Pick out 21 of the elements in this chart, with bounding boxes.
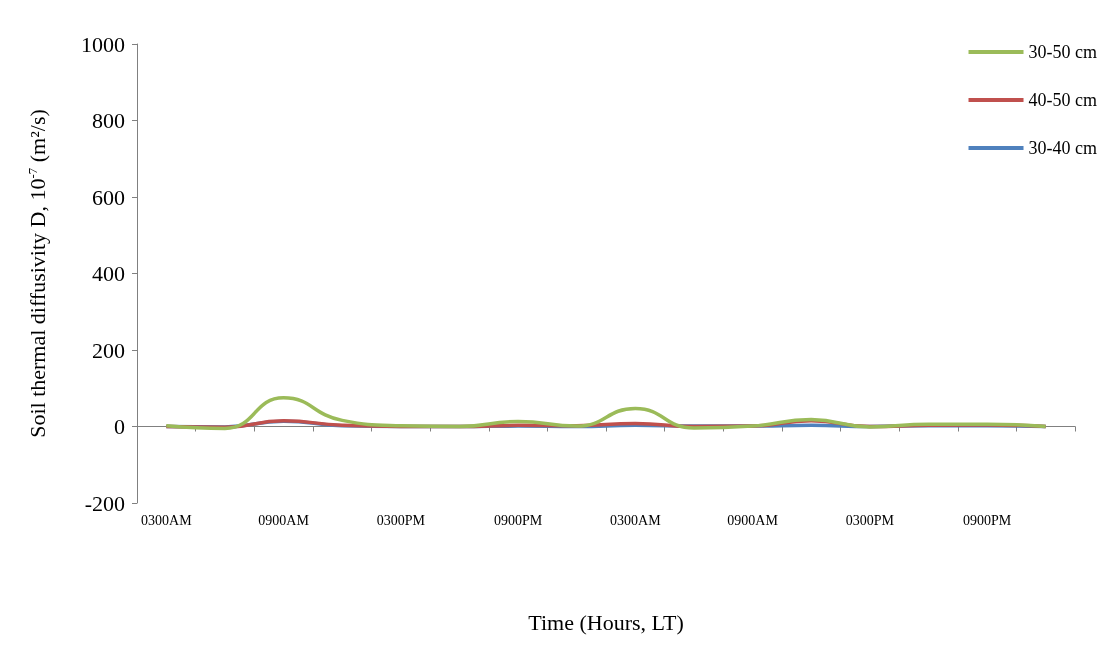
y-tick-label: 800 bbox=[92, 108, 125, 133]
y-tick-label: -200 bbox=[84, 490, 125, 516]
legend-label: 30-40 cm bbox=[1028, 138, 1097, 158]
y-tick-label: 600 bbox=[92, 184, 125, 210]
legend-label: 40-50 cm bbox=[1028, 90, 1097, 110]
x-tick-label: 0900PM bbox=[962, 512, 1012, 528]
legend-label: 30-50 cm bbox=[1028, 42, 1097, 62]
x-tick-label: 0300AM bbox=[141, 512, 193, 528]
x-tick-label: 0300PM bbox=[845, 512, 895, 528]
y-tick-label: 0 bbox=[114, 414, 125, 439]
line-series bbox=[164, 396, 1048, 431]
x-axis-title: Time (Hours, LT) bbox=[528, 609, 684, 635]
y-axis-title: Soil thermal diffusivity D, 10-7 (m²/s) bbox=[25, 109, 50, 438]
x-tick-label: 0900PM bbox=[493, 512, 543, 528]
x-tick-label: 0900AM bbox=[727, 512, 779, 528]
x-tick-label: 0900AM bbox=[258, 512, 310, 528]
x-tick-label: 0300AM bbox=[610, 512, 662, 528]
x-tick-label: 0300PM bbox=[376, 512, 426, 528]
y-tick-label: 1000 bbox=[81, 31, 125, 57]
y-tick-label: 400 bbox=[92, 261, 125, 286]
y-tick-label: 200 bbox=[92, 337, 125, 363]
